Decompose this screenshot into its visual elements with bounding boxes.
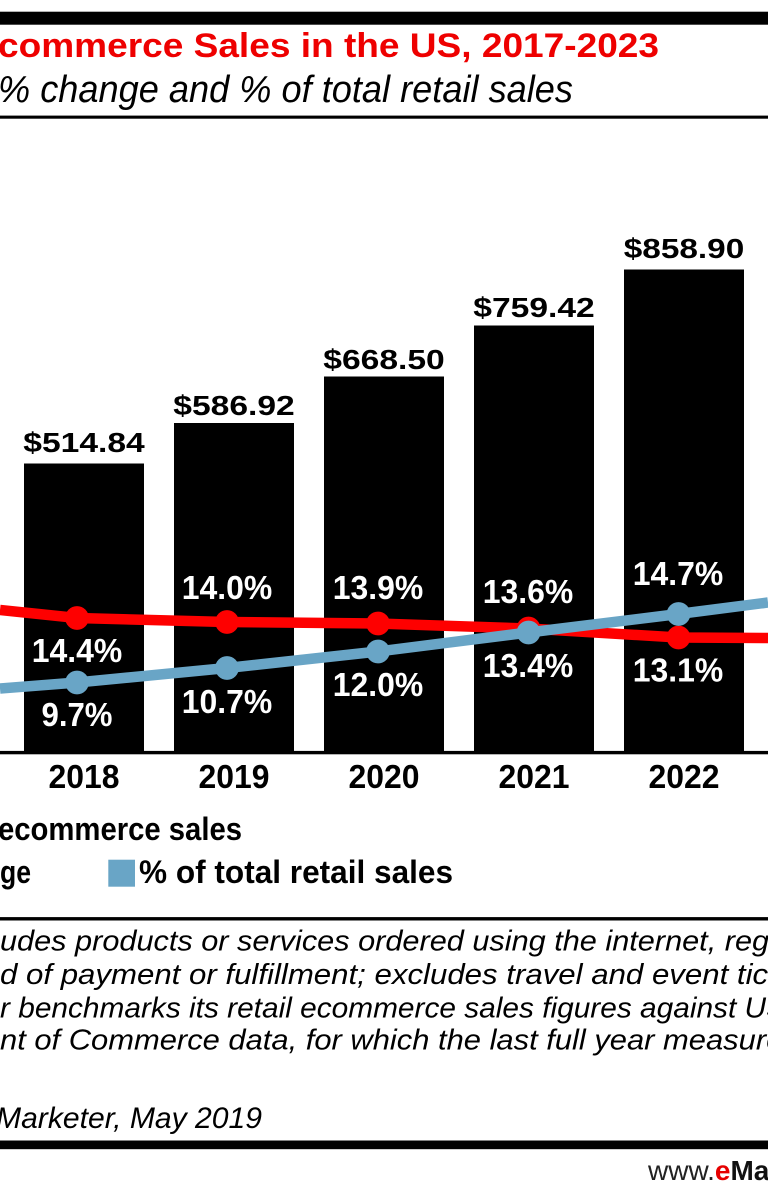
svg-text:9.7%: 9.7% bbox=[42, 696, 113, 733]
svg-text:$858.90: $858.90 bbox=[624, 233, 745, 264]
svg-text:13.6%: 13.6% bbox=[483, 573, 574, 610]
svg-text:www.eMarketer.com: www.eMarketer.com bbox=[647, 1155, 768, 1186]
svg-text:14.7%: 14.7% bbox=[633, 555, 724, 592]
svg-text:r benchmarks its retail ecomme: r benchmarks its retail ecommerce sales … bbox=[0, 993, 768, 1025]
svg-text:% change and % of total retail: % change and % of total retail sales bbox=[0, 69, 573, 111]
svg-text:nt of Commerce data, for which: nt of Commerce data, for which the last … bbox=[0, 1025, 768, 1057]
svg-text:2019: 2019 bbox=[199, 758, 270, 795]
svg-text:12.0%: 12.0% bbox=[333, 666, 424, 703]
svg-text:$668.50: $668.50 bbox=[323, 344, 445, 375]
svg-text:$514.84: $514.84 bbox=[23, 427, 145, 458]
svg-text:d of payment or fulfillment; e: d of payment or fulfillment; excludes tr… bbox=[0, 959, 768, 991]
svg-text:commerce Sales in the US, 2017: commerce Sales in the US, 2017-2023 bbox=[0, 27, 659, 65]
svg-text:udes products or services orde: udes products or services ordered using … bbox=[0, 926, 768, 958]
svg-text:13.1%: 13.1% bbox=[633, 652, 724, 689]
svg-text:10.7%: 10.7% bbox=[182, 683, 273, 720]
svg-text:ecommerce sales: ecommerce sales bbox=[0, 811, 242, 847]
svg-text:% of total retail sales: % of total retail sales bbox=[139, 854, 453, 890]
svg-text:14.4%: 14.4% bbox=[32, 632, 123, 669]
svg-text:2021: 2021 bbox=[499, 758, 570, 795]
svg-text:Marketer, May 2019: Marketer, May 2019 bbox=[0, 1102, 262, 1135]
svg-text:2020: 2020 bbox=[349, 758, 420, 795]
svg-text:13.4%: 13.4% bbox=[483, 647, 574, 684]
svg-text:13.9%: 13.9% bbox=[333, 569, 424, 606]
svg-text:ge: ge bbox=[0, 854, 31, 890]
svg-text:$759.42: $759.42 bbox=[473, 292, 595, 323]
svg-text:2022: 2022 bbox=[649, 758, 720, 795]
svg-text:$586.92: $586.92 bbox=[173, 390, 295, 421]
svg-text:14.0%: 14.0% bbox=[182, 569, 273, 606]
svg-text:2018: 2018 bbox=[49, 758, 120, 795]
